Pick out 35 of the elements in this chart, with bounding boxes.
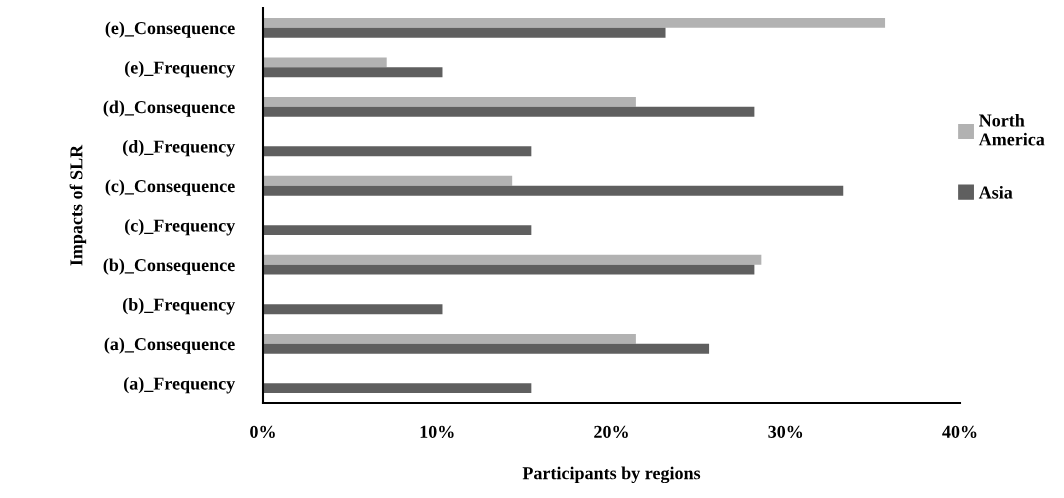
y-tick-label: (b)_Consequence [103, 258, 235, 275]
y-tick-label: (e)_Consequence [105, 21, 235, 38]
bar [263, 67, 443, 78]
y-tick-label: (d)_Consequence [103, 100, 235, 117]
bar [263, 225, 532, 236]
y-tick-label: (c)_Consequence [105, 179, 235, 196]
x-tick-label: 10% [420, 425, 454, 438]
bar [263, 27, 666, 38]
bar [263, 254, 762, 265]
y-tick-label: (a)_Consequence [104, 337, 235, 354]
bar [263, 333, 636, 344]
y-tick-label: (e)_Frequency [125, 60, 236, 78]
bar [263, 146, 532, 157]
y-tick-label: (b)_Frequency [123, 297, 236, 315]
bar [263, 185, 844, 196]
x-tick-label: 0% [250, 425, 275, 438]
x-axis-title: Participants by regions [522, 466, 701, 484]
x-tick-label: 20% [594, 425, 628, 438]
bar [263, 17, 886, 28]
y-tick-label: (a)_Frequency [124, 376, 236, 394]
bar [263, 343, 710, 354]
bar [263, 96, 636, 107]
bar [263, 106, 755, 117]
x-tick-label: 40% [942, 425, 977, 438]
legend-label: North America [978, 113, 1045, 146]
y-tick-label: (d)_Frequency [123, 139, 236, 157]
bar [263, 383, 532, 394]
bar [263, 304, 443, 315]
bar [263, 175, 513, 186]
bar [263, 57, 387, 68]
y-tick-label: (c)_Frequency [125, 218, 236, 236]
bar [263, 264, 755, 275]
legend-label: Asia [978, 185, 1013, 199]
x-tick-label: 30% [768, 425, 803, 438]
y-axis-title: Impacts of SLR [69, 144, 87, 266]
